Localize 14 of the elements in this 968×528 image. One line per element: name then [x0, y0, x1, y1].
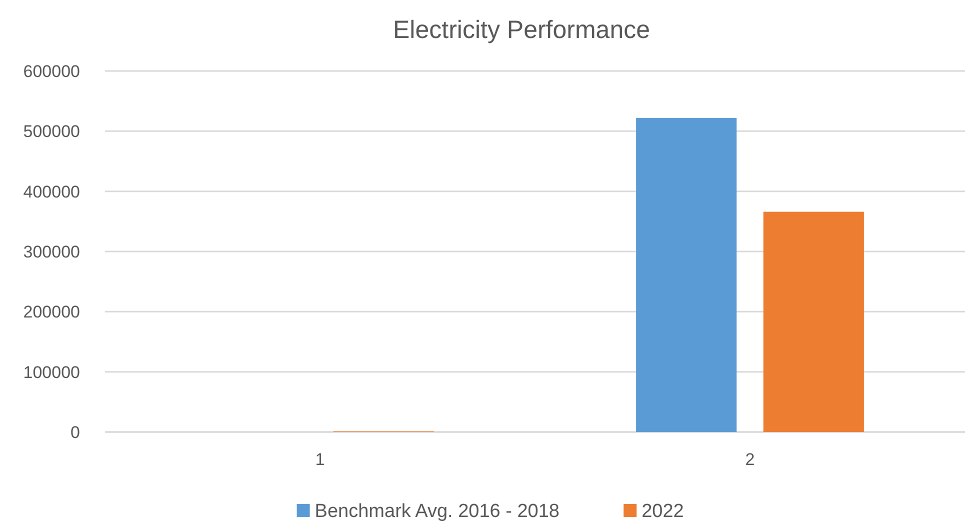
bar	[763, 212, 864, 432]
x-tick-label: 2	[745, 450, 755, 469]
y-tick-label: 100000	[23, 362, 80, 382]
x-tick-label: 1	[315, 450, 325, 469]
legend-label: Benchmark Avg. 2016 - 2018	[314, 501, 560, 522]
y-tick-label: 500000	[23, 122, 80, 142]
y-tick-label: 200000	[23, 302, 80, 322]
y-tick-label: 400000	[23, 182, 80, 202]
legend-label: 2022	[642, 501, 684, 522]
y-tick-label: 600000	[23, 62, 80, 81]
bar	[636, 118, 737, 432]
chart-title: Electricity Performance	[392, 16, 650, 44]
y-tick-label: 0	[70, 422, 80, 442]
y-tick-label: 300000	[23, 242, 80, 262]
